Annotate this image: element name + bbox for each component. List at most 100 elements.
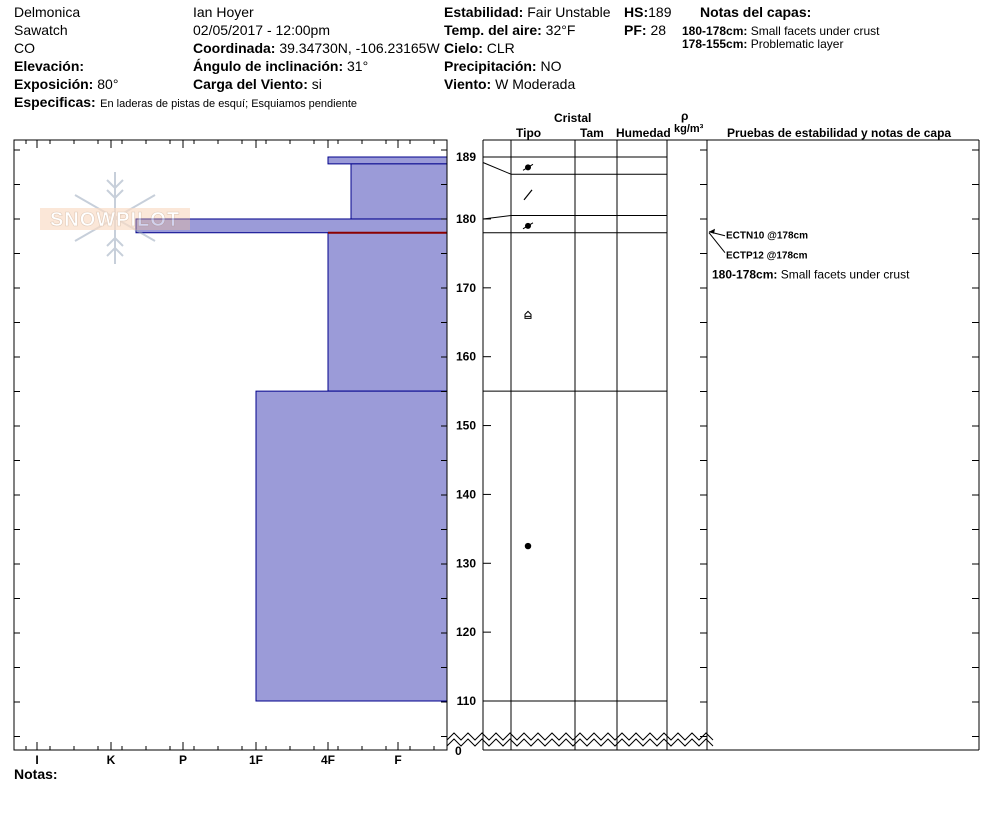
location-name: Delmonica xyxy=(14,4,81,20)
coordinates-value: 39.34730N, -106.23165W xyxy=(279,40,440,56)
hardness-ticks xyxy=(14,140,447,750)
hardness-layer-5 xyxy=(255,390,448,702)
column-header-type: Tipo xyxy=(516,126,542,140)
test-note: 180-178cm: Small facets under crust xyxy=(712,268,910,282)
column-header-density-unit: kg/m³ xyxy=(674,123,704,135)
depth-label-zero: 0 xyxy=(455,744,462,758)
sky-label: Cielo: xyxy=(444,40,483,56)
hardness-layers xyxy=(135,156,448,702)
grain-slash xyxy=(523,189,533,201)
axis-break-zigzag-bottom xyxy=(446,738,714,747)
airtemp-label: Temp. del aire: xyxy=(444,22,542,38)
grain-hoar-shape xyxy=(524,310,532,319)
depth-axis-ticks xyxy=(483,156,491,702)
layer-connector xyxy=(482,215,512,220)
windload-row: Carga del Viento: si xyxy=(193,76,322,92)
slope-value: 31° xyxy=(347,58,369,74)
hardness-label-K: K xyxy=(107,753,116,767)
depth-label-110: 110 xyxy=(457,694,477,708)
aspect-value: 80° xyxy=(97,76,119,92)
hardness-label-F: F xyxy=(394,753,401,767)
snowpilot-logo-text: SNOWPILOT xyxy=(50,209,180,231)
test-note-text: Small facets under crust xyxy=(781,268,910,282)
layer-note-1-text: Small facets under crust xyxy=(750,24,880,38)
depth-label-120: 120 xyxy=(456,625,476,639)
layer-note-1-range: 180-178cm: xyxy=(682,24,748,38)
pf-row: PF: 28 xyxy=(624,22,666,38)
aspect-label: Exposición: xyxy=(14,76,94,92)
grain-slash xyxy=(522,222,534,230)
grain-symbols xyxy=(522,163,534,550)
grain-symbol-rounding-faceted xyxy=(522,222,534,230)
depth-axis-labels: 189 180 170 160 150 140 130 120 110 0 xyxy=(455,150,476,758)
slope-row: Ángulo de inclinación: 31° xyxy=(193,58,368,74)
hardness-layer-2 xyxy=(350,163,448,220)
hardness-label-I: I xyxy=(35,753,38,767)
observation-datetime: 02/05/2017 - 12:00pm xyxy=(193,22,330,38)
sky-value: CLR xyxy=(486,40,515,56)
specifics-value: En laderas de pistas de esquí; Esquiamos… xyxy=(100,98,358,110)
precip-row: Precipitación: NO xyxy=(444,58,561,74)
layer-note-1: 180-178cm: Small facets under crust xyxy=(682,24,879,38)
grain-slash xyxy=(522,163,534,171)
test-arrowhead xyxy=(709,228,715,234)
sky-row: Cielo: CLR xyxy=(444,40,515,56)
column-header-rho: ρ xyxy=(681,109,689,123)
grain-symbol-rounded-grain xyxy=(524,542,532,550)
column-header-moisture: Humedad xyxy=(616,126,671,140)
grain-symbol-depth-hoar xyxy=(524,310,532,319)
column-header-crystal: Cristal xyxy=(554,111,592,125)
elevation-row: Elevación: xyxy=(14,58,84,74)
mountain-range: Sawatch xyxy=(14,22,68,38)
test-label-ectp12: ECTP12 @178cm xyxy=(726,251,808,262)
windload-label: Carga del Viento: xyxy=(193,76,308,92)
observer-name: Ian Hoyer xyxy=(193,4,254,20)
coordinates-label: Coordinada: xyxy=(193,40,276,56)
layer-note-2-text: Problematic layer xyxy=(750,37,844,51)
grain-dot xyxy=(524,542,532,550)
specifics-label: Especificas: xyxy=(14,94,96,110)
crystal-table-lines xyxy=(446,139,980,751)
depth-label-180: 180 xyxy=(456,212,476,226)
aspect-row: Exposición: 80° xyxy=(14,76,118,92)
wind-row: Viento: W Moderada xyxy=(444,76,575,92)
depth-label-189: 189 xyxy=(456,150,476,164)
hardness-panel-frame xyxy=(13,139,448,751)
windload-value: si xyxy=(311,76,322,92)
snowpilot-logo: SNOWPILOT xyxy=(40,172,190,264)
airtemp-row: Temp. del aire: 32°F xyxy=(444,22,575,38)
notes-label: Notas: xyxy=(14,766,58,782)
grain-symbol-precipitation-particle xyxy=(523,189,533,201)
column-header-size: Tam xyxy=(580,126,604,140)
layer-note-2-range: 178-155cm: xyxy=(682,37,748,51)
airtemp-value: 32°F xyxy=(545,22,576,38)
elevation-label: Elevación: xyxy=(14,58,85,74)
hardness-layer-1 xyxy=(327,156,448,165)
depth-label-140: 140 xyxy=(456,487,476,501)
state: CO xyxy=(14,40,35,56)
pf-label: PF: xyxy=(624,22,647,38)
grain-symbol-rounding-faceted xyxy=(522,163,534,171)
layer-notes-title: Notas del capas: xyxy=(700,4,812,20)
hardness-label-P: P xyxy=(179,753,187,767)
test-label-ectn10: ECTN10 @178cm xyxy=(726,231,808,242)
wind-label: Viento: xyxy=(444,76,492,92)
coordinates-row: Coordinada: 39.34730N, -106.23165W xyxy=(193,40,440,56)
layer-connector xyxy=(482,162,512,175)
axis-break-zigzag-top xyxy=(446,732,714,741)
precip-value: NO xyxy=(540,58,562,74)
depth-label-150: 150 xyxy=(456,419,476,433)
test-arrow-2 xyxy=(708,232,726,254)
pf-value: 28 xyxy=(650,22,667,38)
specifics-row: Especificas: En laderas de pistas de esq… xyxy=(14,94,357,112)
stability-row: Estabilidad: Fair Unstable xyxy=(444,4,611,20)
column-header-tests: Pruebas de estabilidad y notas de capa xyxy=(727,126,952,140)
hs-value: 189 xyxy=(648,4,672,20)
stability-value: Fair Unstable xyxy=(527,4,611,20)
wind-value: W Moderada xyxy=(495,76,576,92)
depth-label-160: 160 xyxy=(456,350,476,364)
hardness-label-4F: 4F xyxy=(321,753,335,767)
depth-label-170: 170 xyxy=(456,281,476,295)
hardness-label-1F: 1F xyxy=(249,753,263,767)
